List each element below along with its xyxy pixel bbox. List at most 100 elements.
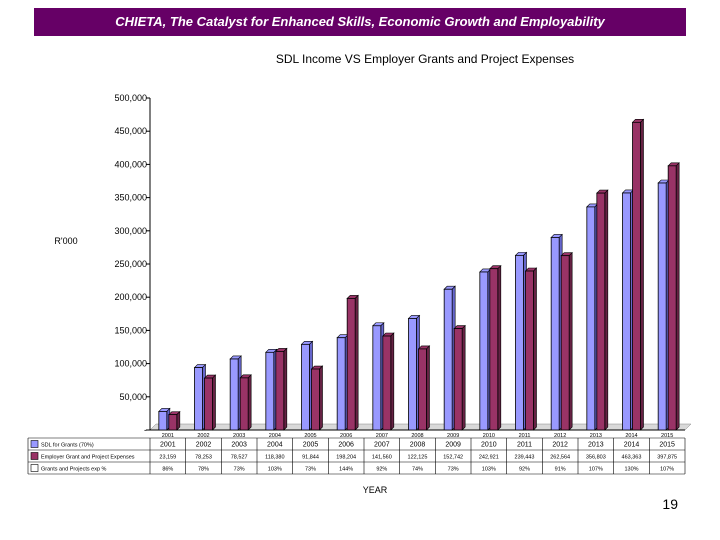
data-table-cell: 2009 [445, 442, 461, 449]
x-tick-label: 2015 [661, 433, 673, 439]
data-table-cell: 91% [555, 467, 566, 473]
bar-sdl [657, 182, 667, 431]
bar-employer-grants [168, 414, 178, 431]
x-tick-label: 2009 [447, 433, 459, 439]
x-tick-label: 2001 [162, 433, 174, 439]
y-tick-label: 350,000 [114, 193, 147, 203]
data-table-cell: 2012 [552, 442, 568, 449]
legend-entry: Employer Grant and Project Expenses [41, 455, 135, 461]
bar-employer-grants-side [533, 267, 537, 431]
x-tick-label: 2012 [554, 433, 566, 439]
bar-sdl [265, 351, 275, 431]
data-table-cell: 144% [339, 467, 353, 473]
chart-title: SDL Income VS Employer Grants and Projec… [275, 52, 575, 66]
data-table-cell: 2008 [410, 442, 426, 449]
bar-employer-grants [453, 328, 463, 431]
data-table-cell: 2004 [267, 442, 283, 449]
bar-sdl [443, 288, 453, 431]
bar-sdl [158, 411, 168, 431]
page-number: 19 [662, 496, 678, 512]
bar-employer-grants [596, 192, 606, 431]
bar-employer-grants [489, 268, 499, 431]
x-tick-label: 2002 [197, 433, 209, 439]
bar-employer-grants-side [283, 347, 288, 431]
data-table-cell: 2007 [374, 442, 390, 449]
data-table-cell: 73% [305, 467, 316, 473]
bar-sdl [515, 254, 524, 431]
data-table-cell: 78,253 [195, 455, 212, 461]
bar-sdl [586, 206, 596, 431]
data-table-cell: 78% [198, 467, 209, 473]
bar-employer-grants-side [640, 118, 644, 431]
x-tick-label: 2003 [233, 433, 245, 439]
data-table-cell: 463,363 [622, 455, 642, 461]
data-table-cell: 2006 [338, 442, 354, 449]
y-tick-label: 450,000 [114, 126, 147, 136]
x-tick-label: 2008 [411, 433, 423, 439]
bar-sdl [479, 271, 489, 431]
bar-employer-grants-side [568, 251, 573, 431]
x-tick-label: 2011 [519, 433, 531, 439]
bar-employer-grants-side [247, 374, 252, 431]
data-table-cell: 2002 [196, 442, 212, 449]
presentation-banner: CHIETA, The Catalyst for Enhanced Skills… [34, 8, 686, 36]
y-tick-label: 150,000 [114, 325, 147, 335]
y-tick-label: 400,000 [114, 159, 147, 169]
data-table-cell: 198,204 [336, 455, 356, 461]
bar-employer-grants [560, 255, 570, 431]
x-tick-label: 2014 [625, 433, 637, 439]
legend-entry: SDL for Grants (70%) [41, 443, 94, 449]
bar-employer-grants-side [675, 162, 680, 431]
bar-employer-grants-side [426, 345, 430, 431]
data-table-cell: 2011 [517, 442, 532, 449]
data-table-cell: 239,443 [515, 455, 535, 461]
data-table-cell: 73% [234, 467, 245, 473]
data-table-cell: 2015 [659, 442, 675, 449]
bar-sdl [229, 358, 239, 431]
x-tick-label: 2006 [340, 433, 352, 439]
bar-employer-grants [525, 270, 534, 431]
data-table-cell: 92% [376, 467, 387, 473]
bar-employer-grants-side [176, 410, 181, 431]
y-tick-label: - [144, 425, 147, 435]
bar-employer-grants-side [390, 332, 395, 431]
bar-employer-grants [382, 335, 392, 431]
legend-entry: Grants and Projects exp % [41, 467, 107, 473]
data-table-cell: 107% [589, 467, 603, 473]
bar-employer-grants [632, 121, 641, 431]
bar-employer-grants-side [461, 324, 466, 431]
data-table-cell: 107% [660, 467, 674, 473]
bar-employer-grants-side [319, 365, 323, 431]
data-table-cell: 2010 [481, 442, 497, 449]
data-table-cell: 2001 [160, 442, 176, 449]
bar-employer-grants-side [354, 294, 359, 431]
bar-sdl [194, 367, 203, 431]
y-tick-label: 200,000 [114, 292, 147, 302]
data-table-cell: 74% [412, 467, 423, 473]
data-table-cell: 2014 [624, 442, 640, 449]
data-table-cell: 397,875 [657, 455, 677, 461]
y-tick-label: 500,000 [114, 93, 147, 103]
data-table-cell: 2003 [231, 442, 247, 449]
data-table-cell: 2005 [303, 442, 319, 449]
data-table-cell: 130% [624, 467, 638, 473]
y-axis-label: R'000 [54, 236, 77, 246]
y-tick-label: 50,000 [119, 392, 147, 402]
data-table-cell: 91,844 [302, 455, 319, 461]
bar-employer-grants [239, 377, 249, 431]
x-tick-label: 2010 [483, 433, 495, 439]
y-tick-label: 300,000 [114, 226, 147, 236]
data-table-cell: 2013 [588, 442, 604, 449]
data-table-cell: 78,527 [231, 455, 248, 461]
x-tick-label: 2005 [304, 433, 316, 439]
data-table-cell: 73% [448, 467, 459, 473]
bar-sdl [372, 325, 382, 431]
bar-employer-grants [311, 368, 320, 431]
data-table-cell: 242,921 [479, 455, 499, 461]
bar-employer-grants [275, 350, 285, 431]
data-table-cell: 92% [519, 467, 530, 473]
bar-employer-grants [667, 165, 677, 431]
data-table-cell: 118,380 [265, 455, 284, 461]
data-table-cell: 86% [162, 467, 173, 473]
